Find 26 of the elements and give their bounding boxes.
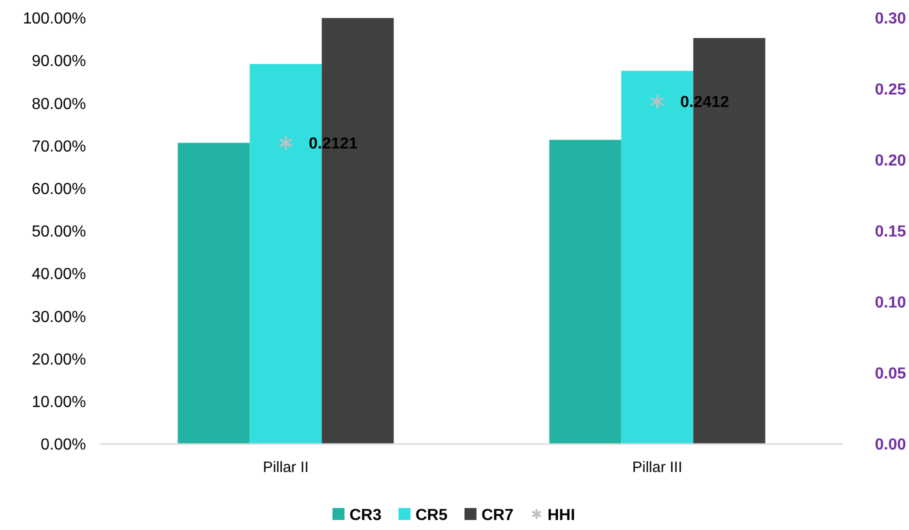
- y-tick-label: 10.00%: [32, 394, 86, 411]
- y2-tick-label: 0.20: [874, 152, 906, 170]
- y2-tick-label: 0.00: [874, 436, 906, 454]
- legend-label: HHI: [548, 507, 576, 524]
- y-tick-label: 60.00%: [32, 181, 86, 198]
- y2-tick-label: 0.10: [874, 294, 906, 312]
- y2-tick-label: 0.05: [874, 366, 906, 383]
- y-tick-label: 90.00%: [32, 53, 86, 70]
- y-tick-label: 50.00%: [32, 224, 86, 241]
- bar: [178, 142, 250, 444]
- y-tick-label: 20.00%: [32, 351, 86, 368]
- y2-tick-label: 0.30: [874, 10, 906, 28]
- legend-label: CR3: [350, 507, 382, 524]
- legend-label: CR5: [416, 507, 448, 524]
- y-tick-label: 100.00%: [22, 10, 86, 28]
- x-tick-label: Pillar III: [632, 459, 682, 476]
- legend-label: CR7: [482, 507, 514, 524]
- y-tick-label: 80.00%: [32, 96, 86, 113]
- y-tick-label: 30.00%: [32, 308, 86, 326]
- y-tick-label: 40.00%: [32, 266, 86, 284]
- y2-tick-label: 0.25: [874, 82, 906, 99]
- y-tick-label: 70.00%: [32, 138, 86, 156]
- y2-tick-label: 0.15: [874, 224, 906, 241]
- bar: [549, 140, 622, 444]
- x-tick-label: Pillar II: [262, 459, 309, 476]
- y-tick-label: 0.00%: [40, 436, 86, 454]
